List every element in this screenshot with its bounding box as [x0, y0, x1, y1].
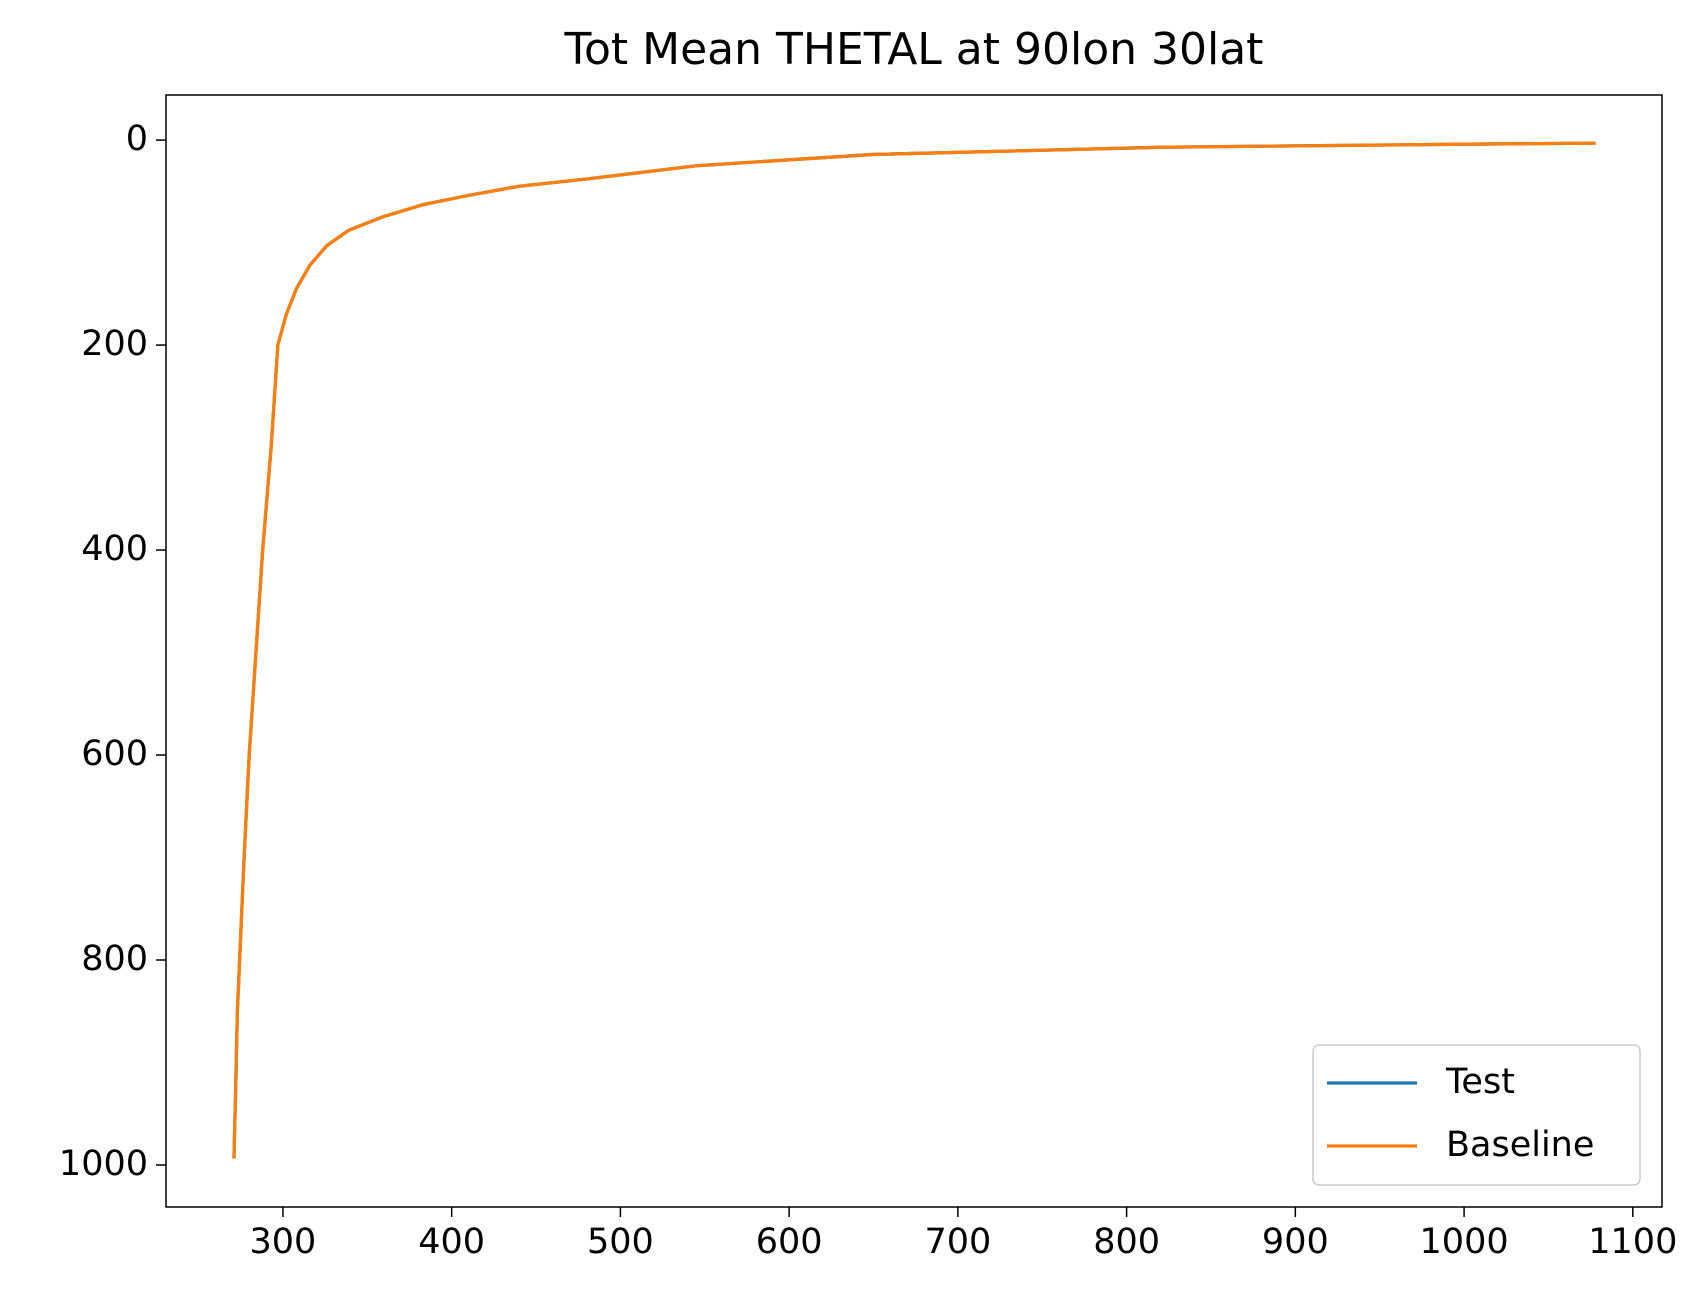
y-tick-label: 400 — [81, 529, 148, 569]
legend-box — [1312, 1044, 1641, 1186]
x-tick-label: 500 — [587, 1222, 654, 1262]
x-tick-label: 700 — [924, 1222, 991, 1262]
legend-label: Baseline — [1446, 1125, 1594, 1165]
x-tick-label: 800 — [1093, 1222, 1160, 1262]
x-tick-label: 1000 — [1420, 1222, 1509, 1262]
y-tick-label: 0 — [126, 119, 148, 159]
y-tick-label: 200 — [81, 324, 148, 364]
x-tick-label: 400 — [418, 1222, 485, 1262]
line-series — [232, 141, 1596, 1159]
y-tick-label: 800 — [81, 939, 148, 979]
plot-frame — [165, 94, 1663, 1208]
legend-label: Test — [1445, 1062, 1515, 1102]
x-tick-label: 900 — [1262, 1222, 1329, 1262]
y-tick-label: 600 — [81, 734, 148, 774]
chart-title: Tot Mean THETAL at 90lon 30lat — [564, 24, 1264, 75]
x-tick-label: 600 — [756, 1222, 823, 1262]
x-tick-label: 1100 — [1588, 1222, 1677, 1262]
y-tick-label: 1000 — [59, 1144, 148, 1184]
x-tick-label: 300 — [250, 1222, 317, 1262]
